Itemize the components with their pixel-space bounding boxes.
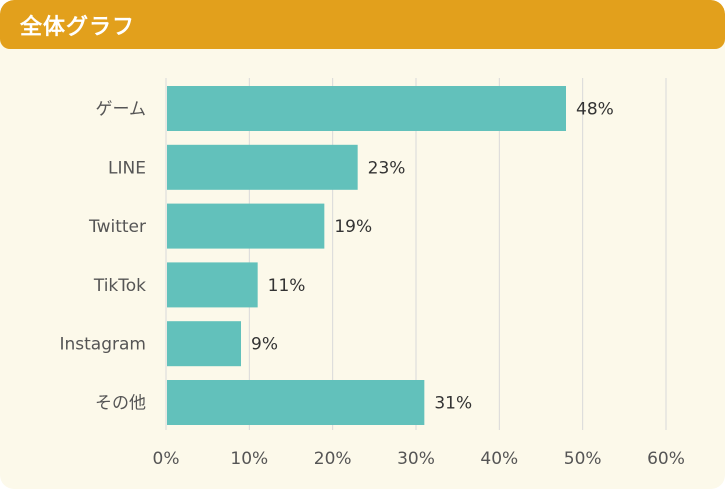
bar xyxy=(167,144,358,190)
bar xyxy=(167,203,325,249)
x-tick-label: 10% xyxy=(230,449,268,469)
x-tick-label: 30% xyxy=(397,449,435,469)
category-label: TikTok xyxy=(93,276,146,296)
value-label: 19% xyxy=(334,217,372,237)
category-label: Instagram xyxy=(60,335,147,355)
value-label: 23% xyxy=(368,158,406,178)
x-tick-label: 50% xyxy=(564,449,602,469)
chart-header: 全体グラフ xyxy=(0,0,725,49)
value-label: 9% xyxy=(251,335,278,355)
value-label: 31% xyxy=(434,394,472,414)
bars xyxy=(167,86,566,425)
category-labels: ゲーム LINE Twitter TikTok Instagram その他 xyxy=(60,100,147,414)
x-tick-label: 60% xyxy=(647,449,685,469)
x-tick-label: 40% xyxy=(480,449,518,469)
x-axis-tick-labels: 0% 10% 20% 30% 40% 50% 60% xyxy=(153,449,685,469)
category-label: ゲーム xyxy=(96,100,147,120)
category-label: その他 xyxy=(95,394,146,414)
bar xyxy=(167,321,241,367)
x-tick-label: 0% xyxy=(153,449,180,469)
bar xyxy=(167,262,258,308)
bar xyxy=(167,380,425,425)
value-label: 11% xyxy=(268,276,306,296)
x-tick-label: 20% xyxy=(314,449,352,469)
category-label: Twitter xyxy=(88,217,146,237)
bar xyxy=(167,86,566,131)
value-labels: 48% 23% 19% 11% 9% 31% xyxy=(251,100,614,414)
category-label: LINE xyxy=(108,158,146,178)
value-label: 48% xyxy=(576,100,614,120)
grid-lines xyxy=(165,78,667,430)
chart-title: 全体グラフ xyxy=(20,15,136,40)
